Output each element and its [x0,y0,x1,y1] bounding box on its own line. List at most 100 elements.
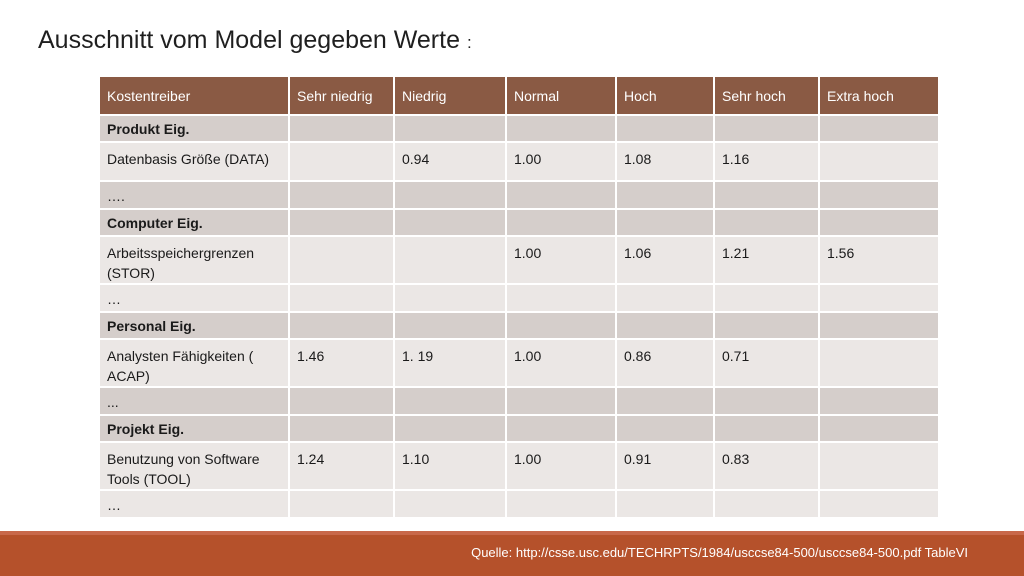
value-cell [713,312,819,340]
table-row: Datenbasis Größe (DATA) 0.94 1.00 1.08 1.16 [100,142,938,182]
footer-bar: Quelle: http://csse.usc.edu/TECHRPTS/198… [0,531,1024,576]
value-cell [713,209,819,237]
header-sehr-hoch: Sehr hoch [713,77,819,116]
value-cell: 1.16 [713,142,819,182]
footer-accent-band [0,531,1024,535]
value-cell: 1. 19 [393,339,506,388]
row-label-cell: Produkt Eig. [100,115,289,143]
header-extra-hoch: Extra hoch [818,77,938,116]
value-cell: 0.94 [393,142,506,182]
table-row: Benutzung von Software Tools (TOOL) 1.24 1… [100,442,938,491]
value-cell [615,490,714,519]
table-row: Analysten Fähigkeiten ( ACAP) 1.46 1. 19 1.… [100,339,938,388]
value-cell [288,209,394,237]
value-cell: 1.46 [288,339,394,388]
value-cell [818,312,938,340]
value-cell: 1.24 [288,442,394,491]
value-cell [505,312,616,340]
value-cell [393,181,506,210]
value-cell [393,387,506,416]
value-cell [713,415,819,443]
value-cell [818,339,938,388]
row-label-cell: … [100,490,289,519]
value-cell [615,312,714,340]
value-cell [393,284,506,313]
row-label-cell: …. [100,181,289,210]
table-row: Arbeitsspeichergrenzen (STOR) 1.00 1.06 1.2… [100,236,938,285]
value-cell [615,209,714,237]
table-row: … [100,490,938,519]
value-cell [393,312,506,340]
table-row: Projekt Eig. [100,415,938,443]
cost-driver-table: Kostentreiber Sehr niedrig Niedrig Norma… [100,77,938,519]
value-cell [818,209,938,237]
header-kostentreiber: Kostentreiber [100,77,289,116]
value-cell [505,415,616,443]
value-cell: 1.00 [505,142,616,182]
table-row: ... [100,387,938,416]
table-body: Produkt Eig. Datenbasis Größe (DATA) 0.94 1… [100,115,938,519]
row-label-cell: Benutzung von Software Tools (TOOL) [100,442,289,491]
header-niedrig: Niedrig [393,77,506,116]
value-cell [818,284,938,313]
header-sehr-niedrig: Sehr niedrig [288,77,394,116]
value-cell: 1.00 [505,339,616,388]
value-cell [288,181,394,210]
slide-title-text: Ausschnitt vom Model gegeben Werte [38,26,460,54]
value-cell [818,142,938,182]
value-cell [713,181,819,210]
row-label-cell: Arbeitsspeichergrenzen (STOR) [100,236,289,285]
value-cell [393,490,506,519]
row-label-cell: ... [100,387,289,416]
source-citation: Quelle: http://csse.usc.edu/TECHRPTS/198… [471,545,968,560]
row-label-cell: Projekt Eig. [100,415,289,443]
value-cell [288,236,394,285]
value-cell [505,490,616,519]
row-label-cell: Personal Eig. [100,312,289,340]
value-cell [505,181,616,210]
value-cell [288,142,394,182]
value-cell [818,442,938,491]
value-cell [505,387,616,416]
value-cell [615,181,714,210]
value-cell [713,284,819,313]
table-row: Produkt Eig. [100,115,938,143]
value-cell: 1.56 [818,236,938,285]
value-cell [713,387,819,416]
value-cell [393,115,506,143]
row-label-cell: Computer Eig. [100,209,289,237]
value-cell: 1.00 [505,442,616,491]
slide-title: Ausschnitt vom Model gegeben Werte : [38,26,472,55]
value-cell: 1.08 [615,142,714,182]
value-cell: 1.21 [713,236,819,285]
value-cell: 0.83 [713,442,819,491]
row-label-cell: Datenbasis Größe (DATA) [100,142,289,182]
value-cell [288,312,394,340]
table-row: Personal Eig. [100,312,938,340]
value-cell [505,284,616,313]
value-cell [288,115,394,143]
value-cell: 0.86 [615,339,714,388]
slide-title-colon: : [466,33,472,52]
value-cell [713,490,819,519]
header-hoch: Hoch [615,77,714,116]
value-cell [615,415,714,443]
value-cell [288,284,394,313]
header-normal: Normal [505,77,616,116]
value-cell [288,387,394,416]
table-row: Computer Eig. [100,209,938,237]
table-row: …. [100,181,938,210]
value-cell [393,415,506,443]
row-label-cell: Analysten Fähigkeiten ( ACAP) [100,339,289,388]
value-cell [505,115,616,143]
table-header-row: Kostentreiber Sehr niedrig Niedrig Norma… [100,77,938,116]
value-cell [818,115,938,143]
value-cell [615,115,714,143]
value-cell [615,387,714,416]
row-label-cell: … [100,284,289,313]
value-cell [818,181,938,210]
value-cell: 0.71 [713,339,819,388]
value-cell [818,490,938,519]
value-cell: 1.06 [615,236,714,285]
value-cell [713,115,819,143]
